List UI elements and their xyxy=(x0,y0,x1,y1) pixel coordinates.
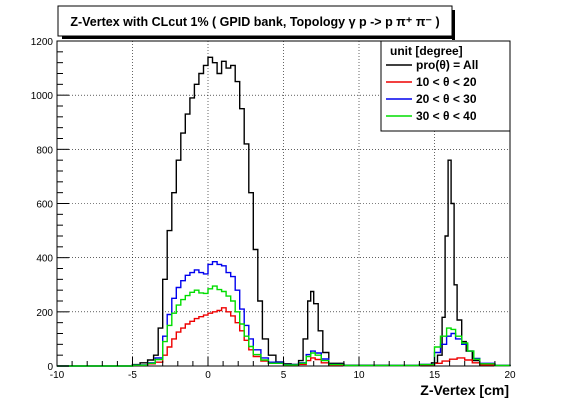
y-tick-label: 1200 xyxy=(31,37,54,48)
legend-label-0: pro(θ) = All xyxy=(416,58,478,72)
legend-title: unit [degree] xyxy=(390,44,463,58)
x-tick-label: 20 xyxy=(504,370,516,381)
y-tick-label: 800 xyxy=(36,145,53,156)
chart-title: Z-Vertex with CLcut 1% ( GPID bank, Topo… xyxy=(70,15,439,29)
legend-label-1: 10 < θ < 20 xyxy=(416,75,477,89)
y-tick-label: 0 xyxy=(47,362,53,373)
x-tick-label: 5 xyxy=(281,370,287,381)
x-tick-label: 15 xyxy=(429,370,441,381)
series-line-2 xyxy=(57,261,511,367)
y-tick-label: 400 xyxy=(36,254,53,265)
y-tick-label: 200 xyxy=(36,308,53,319)
title-box: Z-Vertex with CLcut 1% ( GPID bank, Topo… xyxy=(57,5,455,40)
x-tick-label: -10 xyxy=(50,370,65,381)
series-layer xyxy=(57,56,511,367)
legend: unit [degree] pro(θ) = All 10 < θ < 20 20 … xyxy=(380,40,511,132)
y-tick-label: 1000 xyxy=(31,91,54,102)
series-line-0 xyxy=(57,56,511,367)
legend-label-3: 30 < θ < 40 xyxy=(416,109,477,123)
y-tick-label: 600 xyxy=(36,200,53,211)
x-axis-label: Z-Vertex [cm] xyxy=(420,382,509,398)
legend-label-2: 20 < θ < 30 xyxy=(416,92,477,106)
series-line-3 xyxy=(57,285,511,367)
x-tick-label: 0 xyxy=(205,370,211,381)
x-tick-label: -5 xyxy=(128,370,137,381)
x-tick-label: 10 xyxy=(353,370,365,381)
